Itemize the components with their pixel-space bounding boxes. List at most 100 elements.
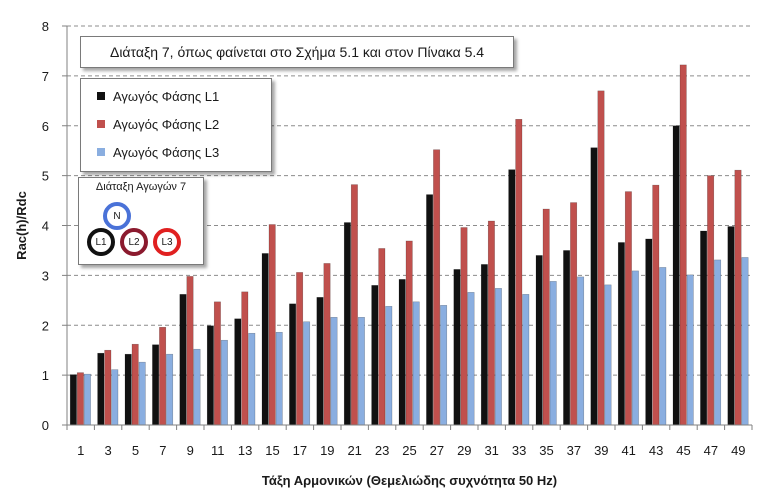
bar <box>686 274 694 426</box>
chart-title-box: Διάταξη 7, όπως φαίνεται στο Σχήμα 5.1 κ… <box>80 36 514 68</box>
bar <box>549 281 557 426</box>
bar <box>707 175 715 426</box>
y-tick-label: 0 <box>42 418 49 433</box>
y-tick-label: 1 <box>42 368 49 383</box>
conductor-l1-label: L1 <box>95 236 107 248</box>
bar <box>467 292 475 426</box>
bar <box>398 279 406 426</box>
x-tick-label: 27 <box>430 443 444 458</box>
bar <box>83 373 91 426</box>
x-tick-label: 29 <box>457 443 471 458</box>
conductor-n-label: N <box>113 210 121 222</box>
y-tick-label: 5 <box>42 169 49 184</box>
bar <box>69 374 77 426</box>
bar <box>371 285 379 426</box>
bar <box>679 64 687 426</box>
x-tick-label: 45 <box>676 443 690 458</box>
conductor-l1: L1 <box>87 228 115 256</box>
bar <box>152 344 160 426</box>
bar <box>357 317 365 426</box>
bar <box>124 353 132 426</box>
x-tick-label: 9 <box>187 443 194 458</box>
bar <box>316 297 324 426</box>
legend-swatch-l3 <box>97 148 105 156</box>
conductor-n: N <box>103 202 131 230</box>
bar <box>206 325 214 426</box>
x-tick-label: 7 <box>159 443 166 458</box>
conductor-l2: L2 <box>120 228 148 256</box>
bar <box>563 250 571 426</box>
bar <box>296 272 304 426</box>
bar <box>193 348 201 426</box>
bar <box>741 257 749 426</box>
x-tick-label: 21 <box>347 443 361 458</box>
bar <box>241 291 249 426</box>
bar <box>275 331 283 426</box>
x-tick-label: 17 <box>293 443 307 458</box>
bar <box>542 208 550 426</box>
bar <box>131 343 139 426</box>
conductor-l2-label: L2 <box>128 236 140 248</box>
y-tick-label: 8 <box>42 19 49 34</box>
bar <box>330 317 338 426</box>
bar <box>577 276 585 426</box>
legend-label-l2: Αγωγός Φάσης L2 <box>113 116 220 132</box>
bar <box>659 267 667 426</box>
conductor-arrangement-inset: Διάταξη Αγωγών 7 N L1 L2 L3 <box>78 177 204 265</box>
y-tick-label: 3 <box>42 268 49 283</box>
bar <box>261 253 269 426</box>
bar <box>604 284 612 426</box>
bar <box>672 125 680 426</box>
bar <box>480 264 488 426</box>
y-tick-label: 2 <box>42 318 49 333</box>
bar <box>734 169 742 426</box>
x-tick-label: 43 <box>649 443 663 458</box>
x-tick-label: 25 <box>402 443 416 458</box>
bar <box>97 352 105 426</box>
legend-item-l2: Αγωγός Φάσης L2 <box>97 115 219 133</box>
bar <box>166 353 174 426</box>
x-tick-label: 11 <box>211 443 225 458</box>
bar <box>590 147 598 426</box>
bar <box>378 248 386 426</box>
bar <box>727 226 735 426</box>
x-tick-label: 1 <box>77 443 84 458</box>
x-tick-label: 47 <box>704 443 718 458</box>
bar <box>268 224 276 426</box>
bar <box>350 184 358 426</box>
bar <box>624 191 632 426</box>
bar <box>104 349 112 426</box>
legend: Αγωγός Φάσης L1 Αγωγός Φάσης L2 Αγωγός Φ… <box>80 78 272 172</box>
bar <box>179 294 187 426</box>
x-tick-label: 31 <box>484 443 498 458</box>
conductor-l3: L3 <box>153 228 181 256</box>
bar <box>303 321 311 426</box>
inset-title: Διάταξη Αγωγών 7 <box>95 181 187 193</box>
bar <box>138 361 146 426</box>
x-tick-label: 15 <box>265 443 279 458</box>
bar <box>234 318 242 426</box>
bar <box>385 306 393 426</box>
legend-label-l3: Αγωγός Φάσης L3 <box>113 144 220 160</box>
bar <box>405 240 413 426</box>
bar <box>645 238 653 426</box>
y-tick-label: 4 <box>42 219 49 234</box>
bar <box>453 269 461 426</box>
y-tick-label: 7 <box>42 69 49 84</box>
x-tick-label: 37 <box>567 443 581 458</box>
bar <box>248 332 256 426</box>
bar <box>433 149 441 426</box>
bar <box>412 301 420 426</box>
conductor-l3-label: L3 <box>161 236 173 248</box>
y-axis-title: Rac(h)/Rdc <box>14 191 29 260</box>
bar <box>460 227 468 426</box>
x-tick-label: 39 <box>594 443 608 458</box>
bar <box>515 119 523 426</box>
bar <box>522 294 530 426</box>
x-tick-label: 3 <box>104 443 111 458</box>
legend-swatch-l2 <box>97 120 105 128</box>
bar <box>487 220 495 426</box>
y-tick-label: 6 <box>42 119 49 134</box>
bar <box>617 242 625 426</box>
